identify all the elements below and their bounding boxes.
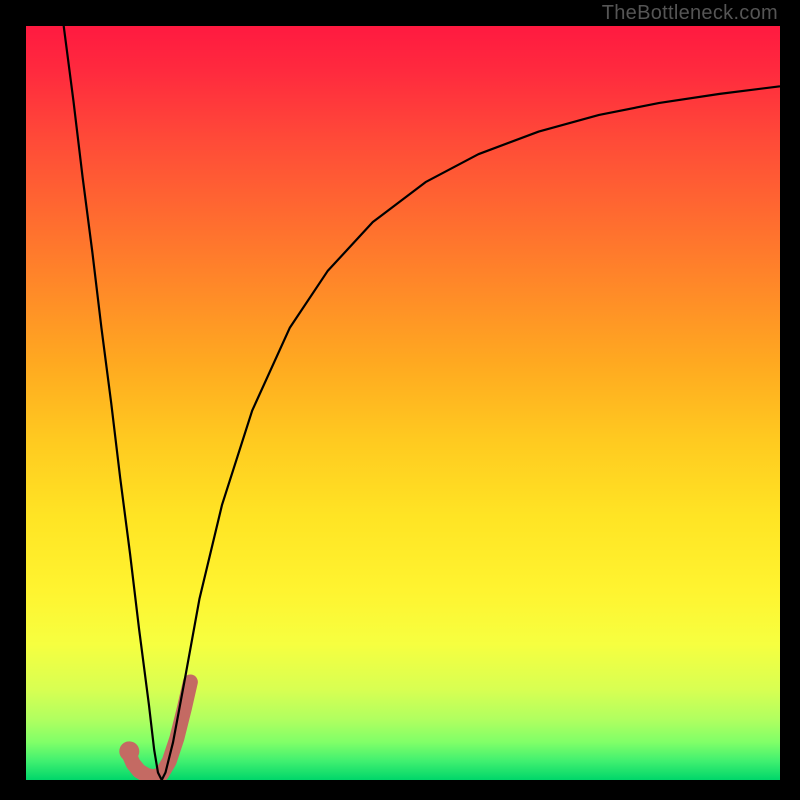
plot-area <box>0 0 800 800</box>
highlight-dot <box>119 741 139 761</box>
curve-layer <box>0 0 800 800</box>
watermark-text: TheBottleneck.com <box>602 2 778 24</box>
bottleneck-curve <box>64 26 780 780</box>
chart-container: TheBottleneck.com <box>0 0 800 800</box>
axis-border-right <box>780 0 800 800</box>
axis-border-bottom <box>0 780 800 800</box>
axis-border-left <box>0 0 26 800</box>
